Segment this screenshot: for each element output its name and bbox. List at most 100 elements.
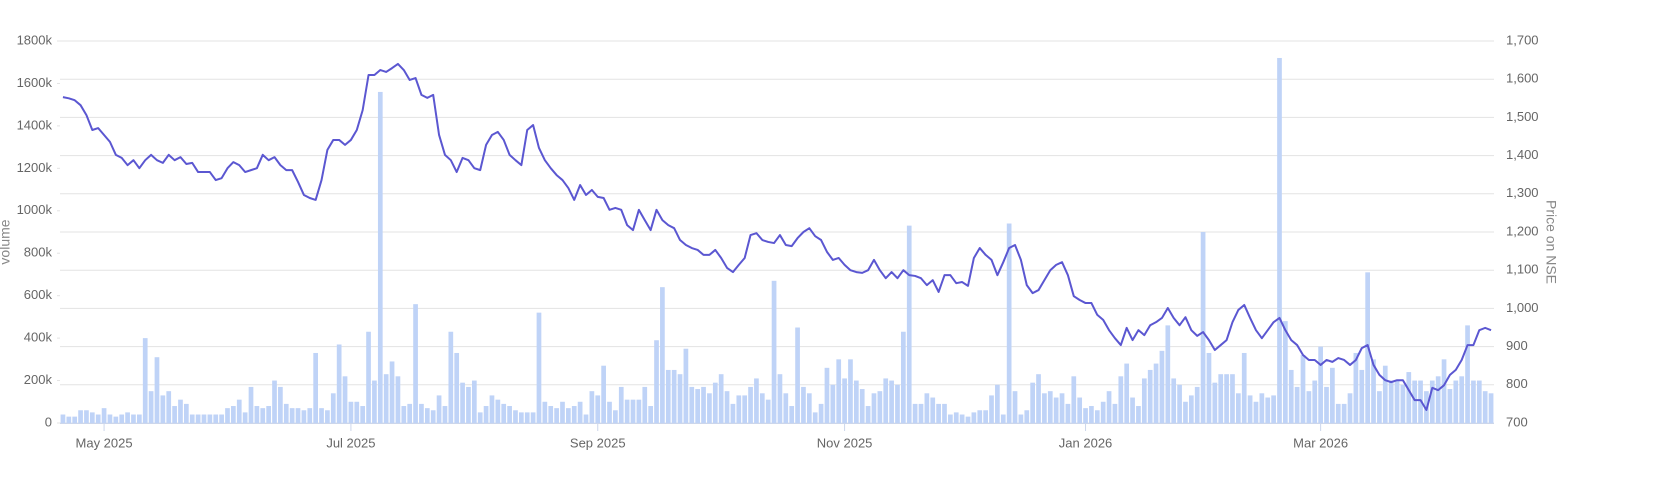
y-tick-label: 1200k (17, 160, 53, 175)
volume-bar (289, 408, 295, 423)
volume-bar (977, 410, 983, 423)
volume-bar (225, 408, 230, 423)
volume-bar (789, 406, 795, 423)
volume-bar (1330, 367, 1335, 423)
volume-bar (1400, 384, 1406, 423)
volume-bar (1388, 380, 1394, 423)
volume-bar (1024, 410, 1030, 423)
volume-bar (1171, 378, 1177, 423)
x-tick-label: Jan 2026 (1059, 435, 1113, 450)
volume-bar (495, 399, 501, 423)
volume-bar (660, 287, 665, 423)
y2-tick-label: 800 (1506, 376, 1528, 391)
volume-bar (131, 414, 136, 423)
volume-bar (607, 401, 612, 423)
volume-bar (278, 386, 283, 423)
volume-bar (695, 389, 701, 423)
volume-bar (477, 412, 483, 423)
volume-bar (301, 410, 307, 423)
volume-bar (407, 403, 413, 423)
volume-bar (471, 380, 477, 423)
volume-bar (1218, 374, 1224, 423)
volume-bar (1047, 391, 1053, 423)
volume-bar (189, 414, 195, 423)
volume-bar (1030, 382, 1036, 423)
volume-bar (466, 386, 471, 423)
volume-bar (1277, 57, 1282, 423)
volume-bar (548, 406, 554, 423)
volume-bar (566, 408, 571, 423)
volume-bar (248, 386, 254, 423)
volume-bar (1206, 352, 1212, 423)
volume-bar (671, 369, 677, 423)
volume-bar (1124, 363, 1130, 423)
volume-bar (342, 376, 348, 423)
volume-bar (1318, 346, 1323, 423)
volume-bar (460, 382, 465, 423)
x-tick-label: May 2025 (76, 435, 133, 450)
volume-bar (712, 382, 718, 423)
volume-bar (613, 410, 618, 423)
volume-bar (560, 401, 565, 423)
volume-bar (959, 414, 965, 423)
volume-bar (1429, 380, 1435, 423)
volume-bar (1188, 395, 1194, 423)
volume-bar (1371, 359, 1376, 423)
volume-bar (1230, 374, 1235, 423)
volume-bar (184, 403, 189, 423)
volume-bar (989, 395, 994, 423)
y-tick-label: 1000k (17, 202, 53, 217)
volume-bar (918, 403, 924, 423)
volume-bar (313, 352, 319, 423)
volume-bar (595, 395, 601, 423)
volume-bar (1106, 391, 1112, 423)
volume-bar (1194, 386, 1200, 423)
volume-bar (448, 331, 454, 423)
volume-bar (372, 380, 377, 423)
volume-bar (1241, 352, 1247, 423)
volume-bar (783, 393, 789, 423)
volume-bar (971, 412, 977, 423)
volume-bar (630, 399, 636, 423)
x-tick-label: Mar 2026 (1293, 435, 1348, 450)
volume-bar (266, 406, 271, 423)
volume-bar (1341, 403, 1347, 423)
volume-bar (1094, 410, 1100, 423)
volume-bar (642, 386, 648, 423)
volume-bar (1100, 401, 1106, 423)
volume-bar (683, 348, 689, 423)
y-tick-label: 400k (24, 330, 53, 345)
volume-bar (160, 395, 166, 423)
volume-bar (107, 414, 113, 423)
volume-bar (125, 412, 130, 423)
volume-bar (254, 406, 260, 423)
volume-bar (395, 376, 401, 423)
y-tick-label: 1800k (17, 32, 53, 47)
volume-bar (877, 391, 883, 423)
volume-bar (1130, 397, 1135, 423)
volume-bar (172, 406, 177, 423)
volume-bar (1071, 376, 1077, 423)
volume-bar (824, 367, 830, 423)
volume-bar (348, 401, 354, 423)
volume-bar (389, 361, 395, 423)
volume-bar (1141, 378, 1147, 423)
volume-bar (1465, 325, 1470, 423)
volume-bar (1253, 401, 1259, 423)
y2-tick-label: 1,500 (1506, 109, 1539, 124)
volume-bar (654, 340, 659, 423)
volume-bar (895, 384, 900, 423)
y2-axis-title: Price on NSE (1543, 200, 1559, 284)
price-line (62, 62, 1492, 412)
volume-bar (842, 378, 847, 423)
volume-bar (853, 380, 859, 423)
volume-bar (1147, 369, 1153, 423)
volume-bar (930, 397, 936, 423)
volume-bar (1018, 414, 1024, 423)
y2-tick-label: 1,200 (1506, 223, 1539, 238)
y2-tick-label: 1,000 (1506, 300, 1539, 315)
volume-bar (689, 386, 695, 423)
volume-bar (742, 395, 748, 423)
